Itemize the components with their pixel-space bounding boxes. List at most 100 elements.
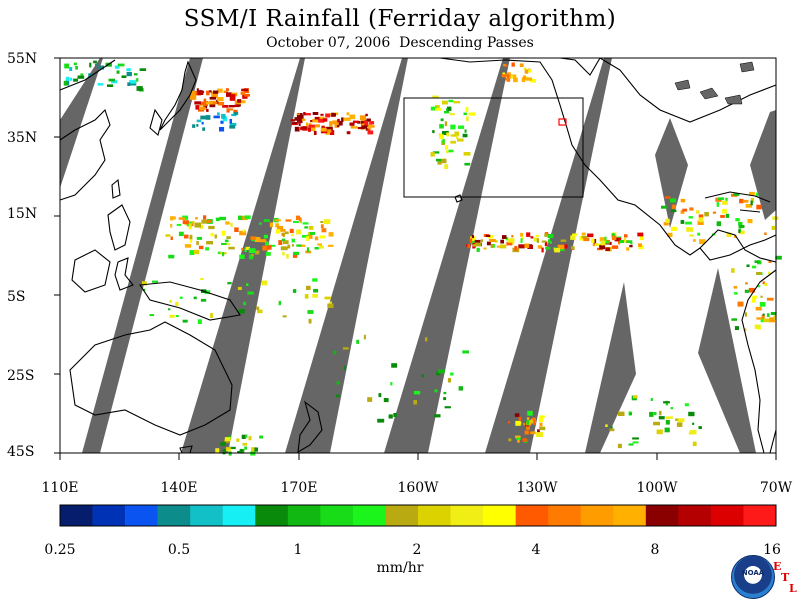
rain-cell-742 [335,394,340,398]
rain-cell-147 [201,121,204,125]
rain-cell-365 [490,244,493,248]
colorbar-swatch-14 [515,505,549,526]
colorbar-swatch-16 [580,505,614,526]
gap-swath-8 [698,268,756,453]
rain-cell-744 [336,381,340,385]
rain-cell-30 [296,113,301,116]
rain-cell-288 [289,228,294,234]
rain-cell-268 [265,251,271,256]
rain-cell-151 [229,122,237,126]
rain-cell-442 [445,145,449,150]
rain-cell-597 [756,317,763,320]
rain-cell-56 [334,123,339,128]
rain-cell-389 [485,234,491,237]
rain-cell-65 [329,121,335,124]
rain-cell-707 [175,315,179,318]
rain-cell-330 [591,238,595,244]
rain-cell-180 [314,247,319,250]
rain-cell-625 [139,68,147,71]
coast-borneo [71,249,111,293]
rain-cell-654 [121,75,127,78]
rain-cell-638 [77,75,85,79]
rain-cell-137 [200,106,206,111]
rain-cell-367 [615,238,618,241]
rain-cell-454 [450,134,456,137]
rain-cell-648 [107,84,114,87]
rain-cell-10 [350,125,354,129]
lake-2 [724,94,743,105]
rain-cell-719 [324,296,331,300]
rain-cell-295 [500,239,504,244]
rain-cell-184 [323,219,331,225]
rain-cell-715 [292,289,297,293]
rain-cell-307 [535,234,539,237]
rain-cell-303 [544,241,548,247]
rain-cell-413 [526,420,529,425]
rain-cell-302 [518,244,525,249]
rain-cell-714 [175,301,179,307]
rain-cell-128 [213,90,219,94]
rain-cell-496 [507,75,510,79]
rain-cell-366 [514,245,518,251]
colorbar-swatch-18 [645,505,679,526]
rain-cell-696 [182,319,188,323]
rain-cell-306 [629,245,633,248]
rain-cell-360 [638,243,642,247]
rain-cell-261 [239,254,245,259]
rain-cell-210 [293,251,300,255]
rain-cell-652 [108,78,115,82]
rain-cell-667 [692,422,695,425]
rain-cell-558 [747,219,753,224]
rain-cell-278 [296,229,302,235]
rain-cell-503 [685,221,692,225]
rain-cell-171 [314,236,319,241]
rain-cell-206 [282,252,285,256]
rain-cell-175 [279,229,286,232]
rain-cell-675 [670,407,674,410]
rain-cell-212 [296,244,302,247]
rain-cell-87 [337,118,340,123]
rain-cell-6 [343,117,351,121]
rain-cell-657 [98,65,104,70]
rain-cell-141 [241,88,249,92]
rain-cell-402 [554,248,561,253]
rain-cell-633 [126,68,131,72]
rain-cell-483 [523,67,527,70]
rain-cell-476 [446,108,449,112]
rain-cell-674 [692,441,697,447]
rain-cell-495 [524,69,529,74]
rain-cell-683 [617,443,622,449]
rain-cell-163 [307,234,313,239]
rain-cell-236 [282,232,285,237]
rain-cell-277 [219,216,226,221]
rain-cell-287 [241,247,244,251]
rain-cell-140 [216,97,224,102]
rain-cell-493 [510,75,514,79]
rain-cell-688 [663,401,670,404]
rain-cell-464 [444,121,448,127]
colorbar-swatch-5 [222,505,256,526]
rain-cell-114 [209,102,216,108]
rain-cell-283 [250,236,256,240]
rain-cell-390 [489,239,496,242]
rain-cell-615 [248,436,252,441]
rain-cell-536 [738,225,745,228]
rain-cell-550 [693,239,696,242]
colorbar-label-1: 0.5 [167,542,191,558]
rain-cell-228 [328,244,334,247]
rain-cell-409 [517,438,520,443]
rain-cell-290 [286,253,289,259]
rain-cell-62 [333,113,336,117]
rain-cell-55 [346,131,351,135]
rain-cell-624 [239,449,243,454]
rain-cell-193 [281,238,286,242]
rain-cell-517 [738,221,743,226]
rain-cell-462 [435,158,442,162]
coast-hawaii [454,194,463,203]
rain-cell-391 [524,243,530,248]
rain-cell-208 [295,215,300,220]
rain-cell-695 [210,313,213,318]
rain-cell-718 [278,300,281,306]
rain-cell-649 [95,63,98,66]
rain-cell-254 [242,229,246,233]
